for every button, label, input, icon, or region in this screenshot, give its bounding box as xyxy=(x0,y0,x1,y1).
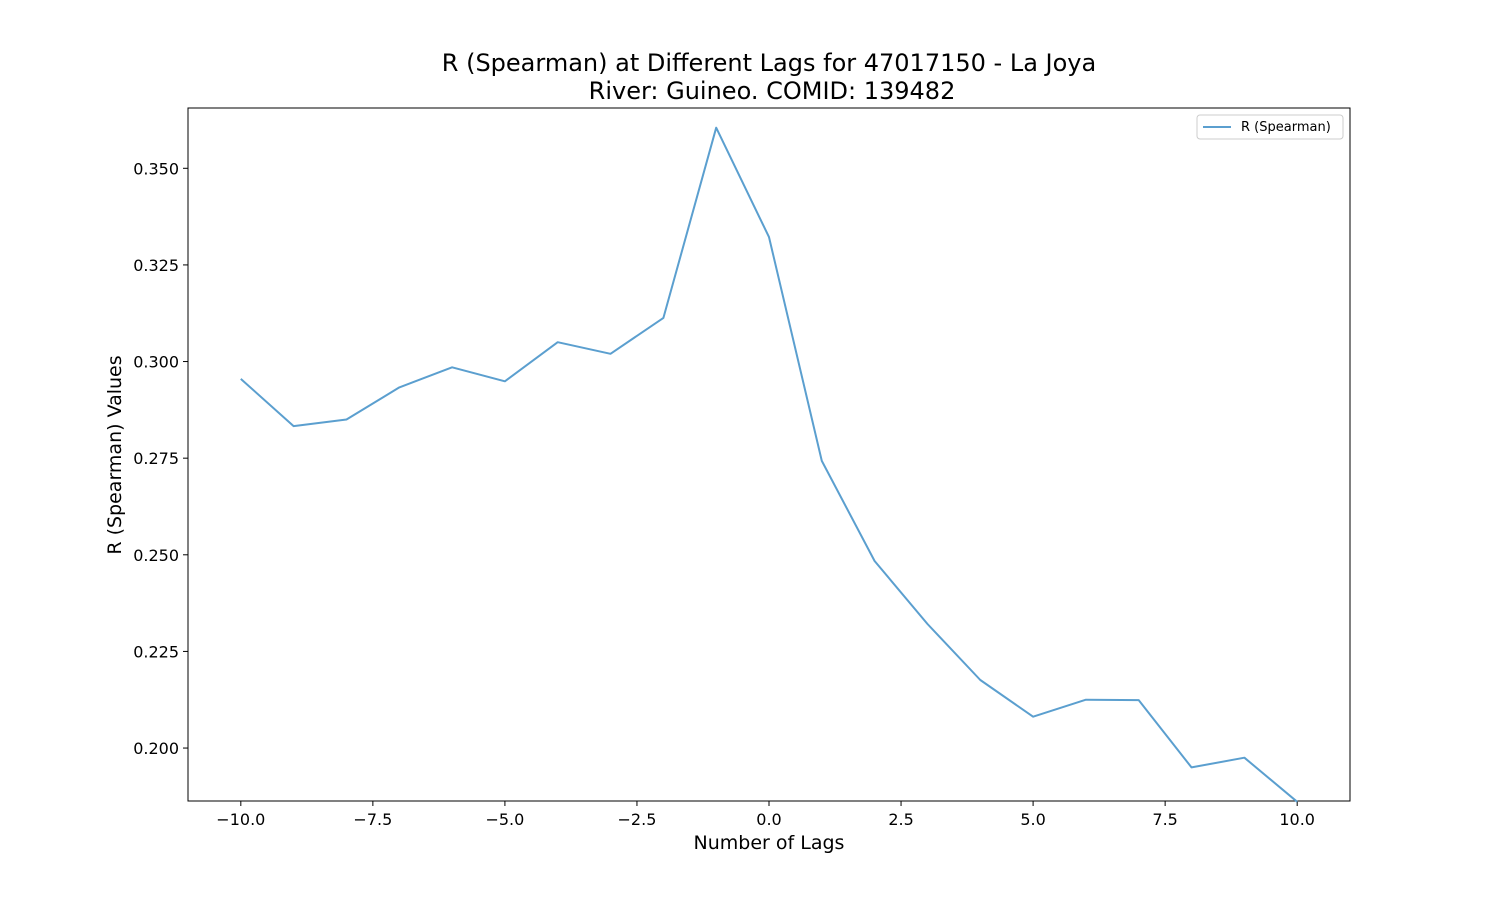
x-tick-label: −10.0 xyxy=(216,810,265,829)
y-axis-label: R (Spearman) Values xyxy=(104,355,126,554)
legend-box xyxy=(1196,114,1344,140)
plot-area-frame xyxy=(187,107,1351,802)
x-tick-label: 0.0 xyxy=(756,810,781,829)
y-tick-label: 0.325 xyxy=(133,256,179,275)
x-tick-label: −5.0 xyxy=(485,810,524,829)
legend-label-r-spearman: R (Spearman) xyxy=(1241,120,1331,135)
x-axis-label: Number of Lags xyxy=(694,832,845,854)
series-layer xyxy=(240,126,1298,803)
x-tick-label: 7.5 xyxy=(1152,810,1177,829)
x-tick-label: 10.0 xyxy=(1279,810,1315,829)
chart-title-line2: River: Guineo. COMID: 139482 xyxy=(589,77,956,105)
legend: R (Spearman) xyxy=(1196,114,1344,140)
x-tick-label: 5.0 xyxy=(1020,810,1045,829)
x-tick-label: 2.5 xyxy=(888,810,913,829)
x-tick-label: −7.5 xyxy=(353,810,392,829)
y-tick-label: 0.350 xyxy=(133,159,179,178)
y-tick-label: 0.250 xyxy=(133,546,179,565)
x-tick-label: −2.5 xyxy=(618,810,657,829)
y-tick-label: 0.275 xyxy=(133,449,179,468)
x-axis-ticks: −10.0 −7.5 −5.0 −2.5 0.0 2.5 5.0 7.5 10.0 xyxy=(216,801,1315,829)
y-tick-label: 0.225 xyxy=(133,642,179,661)
y-axis-ticks: 0.200 0.225 0.250 0.275 0.300 0.325 0.350 xyxy=(133,159,188,758)
chart-title-line1: R (Spearman) at Different Lags for 47017… xyxy=(442,49,1096,77)
y-tick-label: 0.200 xyxy=(133,739,179,758)
series-line-r-spearman xyxy=(240,126,1298,803)
y-tick-label: 0.300 xyxy=(133,353,179,372)
